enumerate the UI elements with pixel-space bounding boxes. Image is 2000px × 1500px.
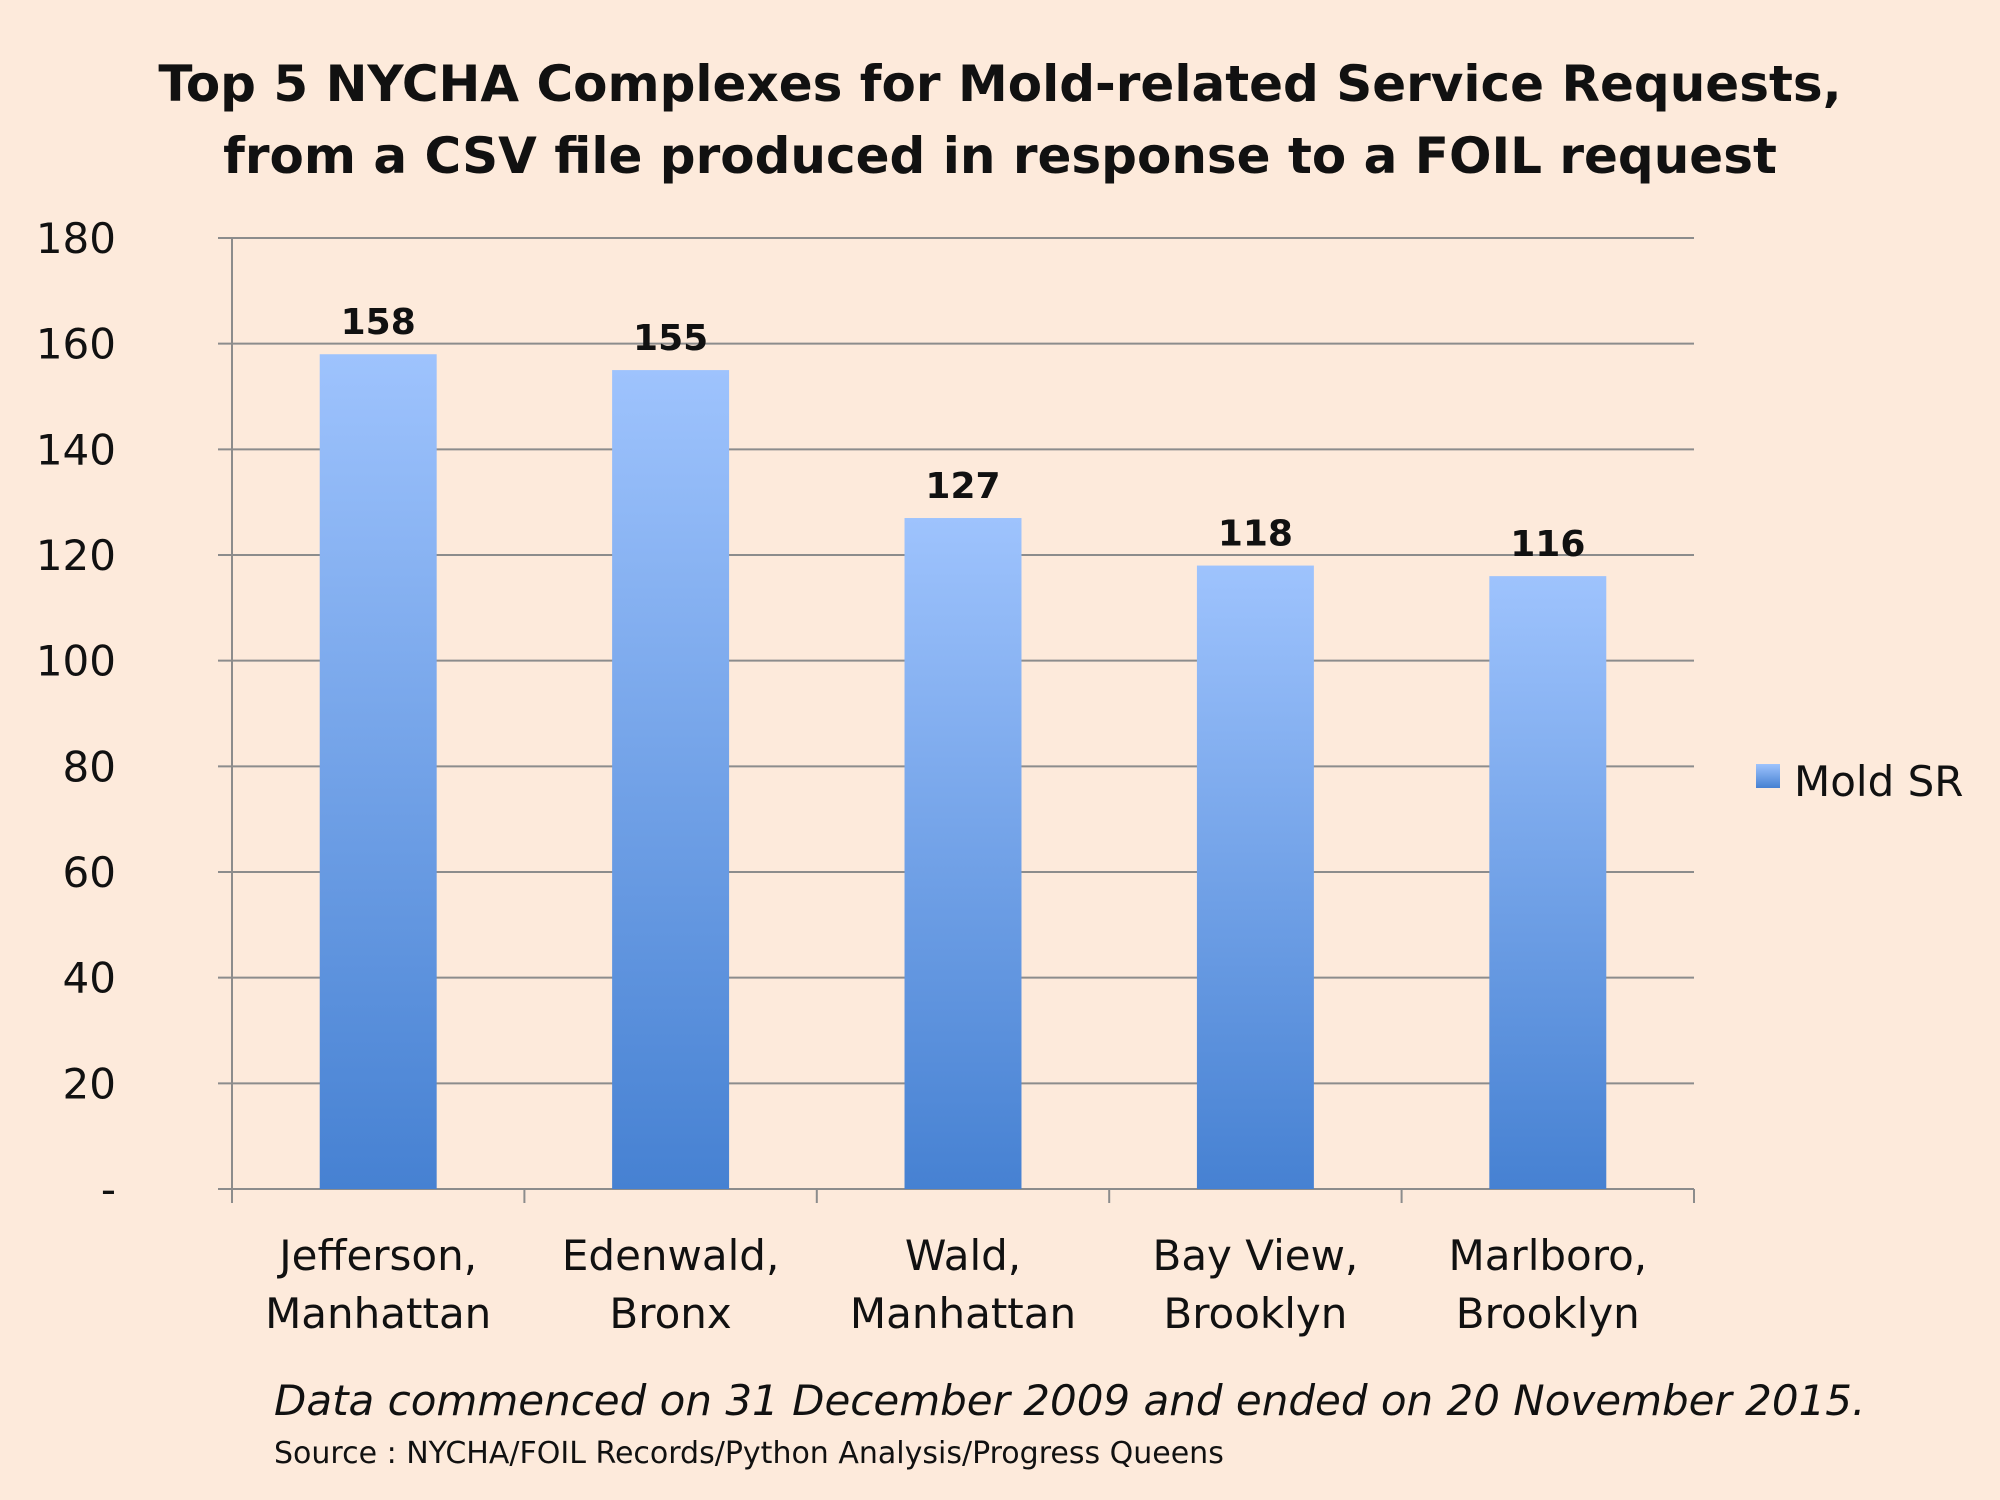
y-tick-label: 160	[36, 320, 116, 369]
y-tick-label: 60	[63, 848, 116, 897]
data-label: 116	[1510, 524, 1585, 565]
y-tick-label: 140	[36, 425, 116, 474]
y-tick-label: -	[101, 1165, 116, 1214]
footnote: Data commenced on 31 December 2009 and e…	[274, 1376, 1866, 1425]
x-category-label: Manhattan	[850, 1289, 1076, 1338]
chart-title: Top 5 NYCHA Complexes for Mold-related S…	[158, 55, 1842, 185]
bar	[319, 354, 437, 1189]
source-note: Source : NYCHA/FOIL Records/Python Analy…	[274, 1436, 1224, 1471]
legend: Mold SR	[1756, 757, 1963, 806]
y-tick-label: 100	[36, 637, 116, 686]
bar	[904, 518, 1022, 1189]
x-category-label: Marlboro,	[1448, 1231, 1647, 1280]
legend-swatch	[1756, 764, 1780, 788]
x-category-label: Bronx	[609, 1289, 731, 1338]
y-tick-label: 40	[63, 954, 116, 1003]
bar	[612, 370, 730, 1189]
y-tick-label: 120	[36, 531, 116, 580]
bar	[1489, 576, 1607, 1189]
x-category-label: Edenwald,	[562, 1231, 779, 1280]
labels: - 20 40 60 80 100 120 140 160 180 158 Jefferson, Man…	[36, 214, 1647, 1338]
bar	[1196, 565, 1314, 1189]
x-category-label: Manhattan	[265, 1289, 491, 1338]
y-tick-label: 180	[36, 214, 116, 263]
legend-label: Mold SR	[1794, 757, 1963, 806]
y-tick-label: 80	[63, 742, 116, 791]
bars	[319, 354, 1607, 1189]
x-category-label: Jefferson,	[276, 1231, 477, 1280]
x-category-label: Bay View,	[1153, 1231, 1359, 1280]
data-label: 158	[341, 302, 416, 343]
y-tick-label: 20	[63, 1059, 116, 1108]
data-label: 155	[633, 318, 708, 359]
x-category-label: Brooklyn	[1163, 1289, 1347, 1338]
x-category-label: Wald,	[905, 1231, 1021, 1280]
x-category-label: Brooklyn	[1456, 1289, 1640, 1338]
data-label: 127	[925, 466, 1000, 507]
data-label: 118	[1218, 514, 1293, 555]
